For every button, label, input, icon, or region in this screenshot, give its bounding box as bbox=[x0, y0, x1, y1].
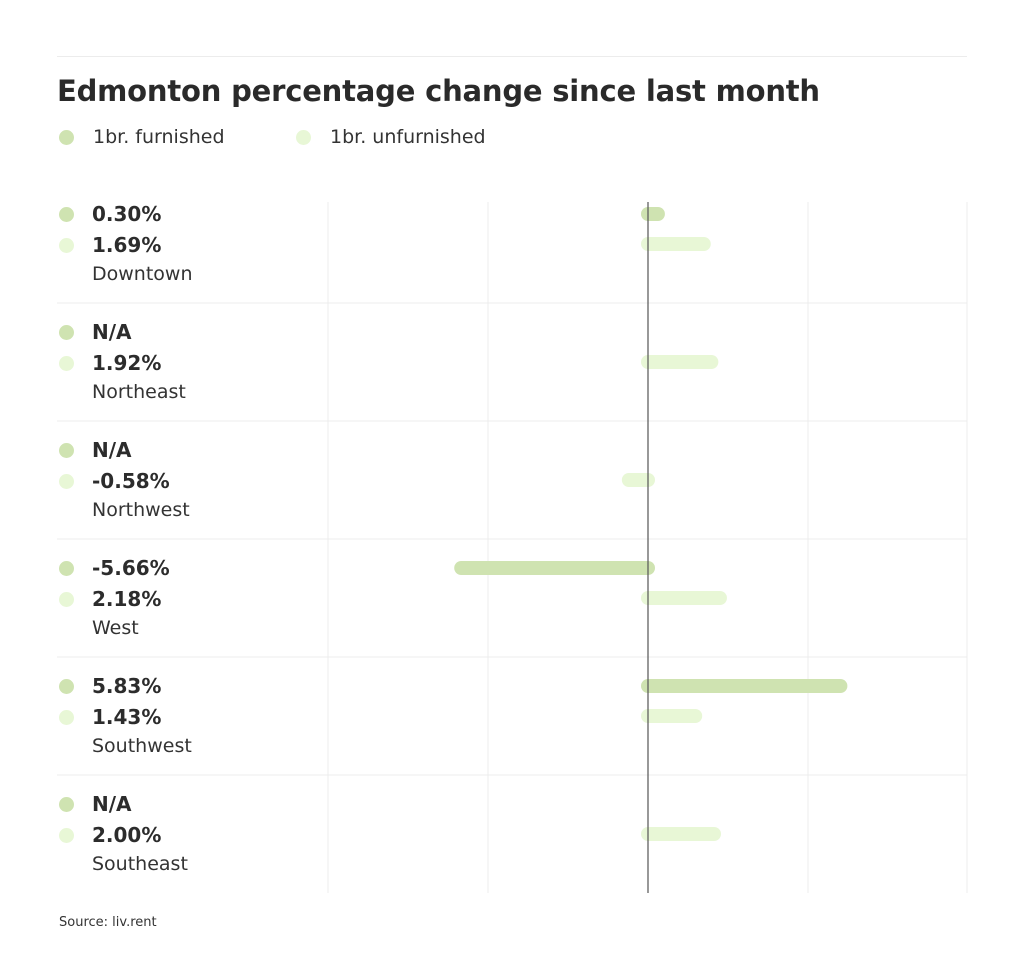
source-note: Source: liv.rent bbox=[59, 915, 157, 930]
value-label: N/A bbox=[92, 792, 132, 816]
value-label: 1.92% bbox=[92, 351, 162, 375]
series-dot bbox=[59, 591, 74, 607]
value-label: N/A bbox=[92, 438, 132, 462]
region-label: West bbox=[92, 617, 139, 639]
series-dot bbox=[59, 355, 74, 371]
value-line-furnished: N/A bbox=[59, 438, 132, 462]
series-dot bbox=[59, 560, 74, 576]
legend-item-furnished: 1br. furnished bbox=[59, 125, 225, 149]
value-line-unfurnished: -0.58% bbox=[59, 469, 170, 493]
value-line-unfurnished: 1.43% bbox=[59, 705, 161, 729]
series-dot bbox=[59, 324, 74, 340]
value-line-furnished: N/A bbox=[59, 792, 132, 816]
value-label: 1.69% bbox=[92, 233, 162, 257]
top-divider bbox=[57, 56, 967, 57]
bar-southwest-furnished bbox=[641, 679, 848, 693]
value-label: 5.83% bbox=[92, 674, 162, 698]
bar-west-unfurnished bbox=[641, 591, 727, 605]
region-label: Northeast bbox=[92, 381, 186, 403]
bar-northeast-unfurnished bbox=[641, 355, 719, 369]
legend-label-furnished: 1br. furnished bbox=[93, 126, 225, 148]
value-label: -5.66% bbox=[92, 556, 170, 580]
bar-west-furnished bbox=[454, 561, 655, 575]
region-label: Southeast bbox=[92, 853, 188, 875]
bar-downtown-unfurnished bbox=[641, 237, 711, 251]
legend-label-unfurnished: 1br. unfurnished bbox=[330, 126, 486, 148]
series-dot bbox=[59, 796, 74, 812]
legend-item-unfurnished: 1br. unfurnished bbox=[296, 125, 486, 149]
chart-title: Edmonton percentage change since last mo… bbox=[57, 74, 820, 108]
series-dot bbox=[59, 206, 74, 222]
bar-northwest-unfurnished bbox=[621, 473, 655, 487]
region-label: Northwest bbox=[92, 499, 190, 521]
bar-southwest-unfurnished bbox=[641, 709, 703, 723]
value-label: 2.00% bbox=[92, 823, 162, 847]
value-line-furnished: -5.66% bbox=[59, 556, 170, 580]
value-label: 1.43% bbox=[92, 705, 162, 729]
series-dot bbox=[59, 237, 74, 253]
value-line-unfurnished: 1.69% bbox=[59, 233, 161, 257]
legend-dot-unfurnished bbox=[296, 129, 311, 145]
value-line-furnished: 5.83% bbox=[59, 674, 161, 698]
region-label: Southwest bbox=[92, 735, 192, 757]
value-line-furnished: N/A bbox=[59, 320, 132, 344]
value-label: 2.18% bbox=[92, 587, 162, 611]
region-label: Downtown bbox=[92, 263, 193, 285]
series-dot bbox=[59, 442, 74, 458]
series-dot bbox=[59, 678, 74, 694]
value-label: -0.58% bbox=[92, 469, 170, 493]
bar-southeast-unfurnished bbox=[641, 827, 721, 841]
value-label: N/A bbox=[92, 320, 132, 344]
value-line-unfurnished: 2.18% bbox=[59, 587, 161, 611]
series-dot bbox=[59, 473, 74, 489]
value-line-unfurnished: 1.92% bbox=[59, 351, 161, 375]
value-line-furnished: 0.30% bbox=[59, 202, 161, 226]
bar-downtown-furnished bbox=[641, 207, 665, 221]
legend-dot-furnished bbox=[59, 129, 74, 145]
value-label: 0.30% bbox=[92, 202, 162, 226]
series-dot bbox=[59, 827, 74, 843]
series-dot bbox=[59, 709, 74, 725]
value-line-unfurnished: 2.00% bbox=[59, 823, 161, 847]
